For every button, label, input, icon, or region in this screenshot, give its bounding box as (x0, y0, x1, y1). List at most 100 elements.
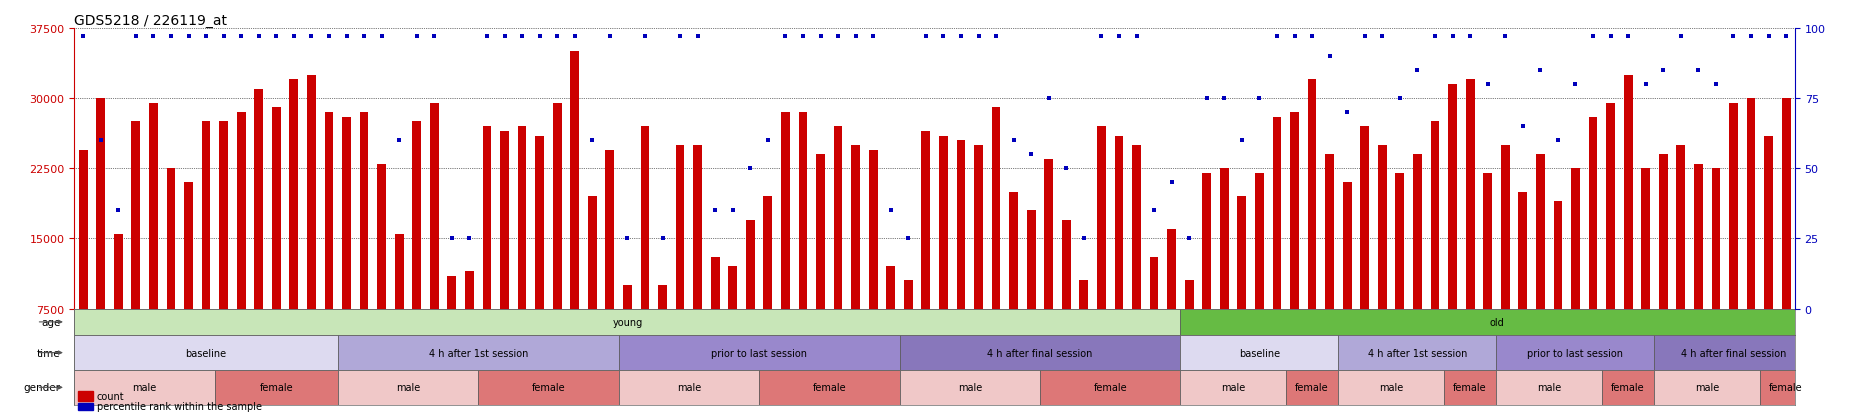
Bar (1079, 281, 1088, 309)
Bar (623, 285, 632, 309)
Point (489, 34, 519, 40)
Text: male: male (396, 382, 420, 392)
Text: percentile rank within the sample: percentile rank within the sample (97, 401, 262, 411)
Text: count: count (97, 391, 125, 401)
Bar (1272, 118, 1282, 309)
Point (1648, 68, 1678, 74)
Point (1174, 235, 1203, 242)
Point (666, 34, 696, 40)
Bar (1553, 202, 1562, 309)
Point (1421, 34, 1451, 40)
Bar (1588, 118, 1598, 309)
Bar (1181, 335, 1339, 370)
Point (1192, 95, 1222, 102)
Bar (939, 136, 949, 309)
Bar (1168, 230, 1176, 309)
Text: male: male (958, 382, 982, 392)
Bar (1572, 169, 1579, 309)
Point (192, 34, 221, 40)
Text: female: female (1295, 382, 1328, 392)
Text: female: female (1453, 382, 1486, 392)
Point (770, 34, 800, 40)
Text: male: male (1536, 382, 1561, 392)
Bar (1536, 155, 1544, 309)
Bar (219, 122, 229, 309)
Point (1034, 95, 1064, 102)
Point (331, 34, 361, 40)
Point (1754, 34, 1784, 40)
Text: old: old (1490, 317, 1505, 327)
Bar (448, 276, 456, 309)
Bar (216, 370, 339, 405)
Bar (394, 234, 404, 309)
Point (963, 34, 993, 40)
Bar (1730, 104, 1737, 309)
Text: female: female (1769, 382, 1802, 392)
Text: male: male (132, 382, 156, 392)
Bar (1449, 85, 1456, 309)
Point (350, 34, 379, 40)
Bar (852, 145, 859, 309)
Point (735, 166, 764, 172)
Bar (430, 104, 439, 309)
Bar (517, 127, 526, 309)
Bar (149, 104, 158, 309)
Point (472, 34, 502, 40)
Bar (729, 267, 737, 309)
Point (1315, 54, 1345, 60)
Bar (1607, 104, 1614, 309)
Text: 4 h after final session: 4 h after final session (988, 348, 1092, 358)
Bar (272, 108, 281, 309)
Bar (1747, 99, 1756, 309)
Bar (675, 145, 684, 309)
Bar (571, 52, 578, 309)
Bar (1326, 155, 1334, 309)
Bar (1676, 145, 1685, 309)
Bar (619, 370, 759, 405)
Bar (465, 271, 474, 309)
Bar (1378, 145, 1388, 309)
Point (454, 235, 484, 242)
Bar (1043, 159, 1053, 309)
Bar (201, 122, 210, 309)
Point (1508, 123, 1538, 130)
Point (876, 207, 906, 214)
Point (1577, 34, 1607, 40)
Bar (1291, 113, 1298, 309)
Text: young: young (612, 317, 642, 327)
Text: male: male (1694, 382, 1719, 392)
Point (947, 34, 976, 40)
Point (296, 34, 326, 40)
Point (402, 34, 432, 40)
Bar (1097, 127, 1107, 309)
Text: female: female (532, 382, 565, 392)
Bar (132, 122, 140, 309)
Bar (326, 113, 333, 309)
Bar (1181, 309, 1812, 335)
Bar (1308, 80, 1317, 309)
Bar (956, 141, 965, 309)
Text: female: female (260, 382, 294, 392)
Bar (798, 113, 807, 309)
Point (86, 138, 115, 144)
Bar (1782, 99, 1791, 309)
Bar (1133, 145, 1140, 309)
Bar (74, 309, 1181, 335)
Point (1332, 109, 1362, 116)
Bar (413, 122, 420, 309)
Point (911, 34, 941, 40)
Text: gender: gender (24, 382, 61, 392)
Point (857, 34, 887, 40)
Point (1735, 34, 1765, 40)
Bar (378, 164, 387, 309)
Point (1228, 138, 1257, 144)
Bar (1343, 183, 1352, 309)
Point (1122, 34, 1151, 40)
Bar (619, 335, 900, 370)
Bar (1040, 370, 1181, 405)
Point (1667, 34, 1696, 40)
Point (173, 34, 203, 40)
Bar (1062, 220, 1071, 309)
Bar (1443, 370, 1497, 405)
Bar (991, 108, 1001, 309)
